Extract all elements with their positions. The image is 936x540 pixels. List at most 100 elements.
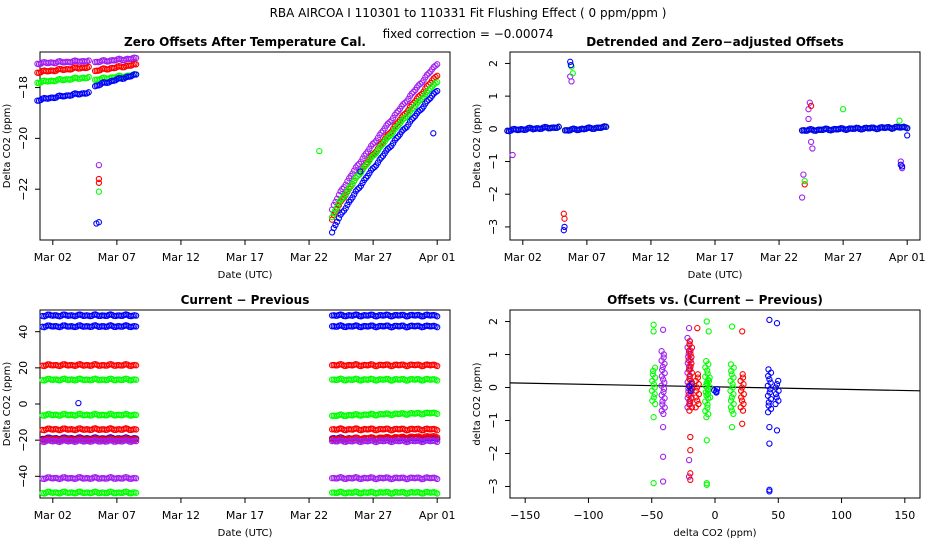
p4-red-point	[686, 338, 693, 345]
p2-purple-point	[568, 78, 575, 85]
p4-blue-point	[772, 400, 779, 408]
p4-red-point	[687, 350, 694, 358]
p4-purple-point	[659, 478, 667, 485]
p4-green-point	[652, 400, 659, 408]
p4-purple-point	[659, 366, 666, 374]
p1-purple-point	[132, 54, 140, 62]
p2-x-tick-label: Mar 17	[696, 251, 734, 264]
p1-green-point	[354, 172, 361, 180]
p3-green-point	[132, 489, 140, 496]
p1-blue-point	[378, 154, 385, 161]
p4-purple-point	[659, 423, 667, 431]
p1-green-point	[362, 161, 370, 169]
p1-green-point	[408, 106, 415, 113]
p1-purple-point	[95, 161, 103, 169]
p1-purple-point	[401, 99, 409, 106]
p4-x-tick-label: 150	[894, 509, 915, 522]
p4-title: Offsets vs. (Current − Previous)	[607, 293, 823, 307]
p1-purple-point	[386, 119, 393, 126]
figure-subtitle: fixed correction = −0.00074	[382, 27, 554, 41]
p4-blue-point	[766, 423, 773, 431]
p4-red-point	[694, 324, 701, 332]
p4-green-point	[703, 357, 710, 365]
p3-green-point	[132, 411, 140, 419]
p4-green-point	[704, 390, 712, 398]
p4-purple-point	[685, 456, 693, 464]
p4-green-point	[705, 377, 713, 385]
p1-blue-point	[430, 130, 437, 137]
p4-red-point	[694, 397, 701, 404]
p4-purple-point	[658, 391, 665, 399]
p2-purple-point	[809, 145, 816, 152]
p4-x-axis-label: delta CO2 (ppm)	[673, 528, 756, 539]
p2-purple-point	[807, 138, 815, 146]
p1-y-axis-label: Delta CO2 (ppm)	[2, 104, 13, 189]
p4-green-point	[650, 381, 658, 388]
p4-blue-point	[772, 384, 779, 391]
p2-green-point	[801, 177, 808, 185]
p1-purple-point	[417, 80, 424, 88]
p4-red-point	[739, 420, 746, 427]
p2-y-axis-label: Delta CO2 (ppm)	[472, 104, 483, 189]
p4-blue-point	[773, 320, 781, 327]
p1-blue-point	[367, 167, 375, 174]
p4-blue-point	[766, 316, 773, 324]
p1-x-tick-label: Mar 22	[290, 251, 328, 264]
p1-y-tick-label: −20	[17, 127, 30, 150]
p4-green-point	[651, 364, 659, 371]
p3-blue-point	[132, 312, 140, 319]
p1-x-tick-label: Apr 01	[419, 251, 456, 264]
p3-purple-point	[434, 475, 441, 483]
p4-purple-point	[659, 453, 667, 460]
p4-green-point	[704, 367, 711, 374]
p1-red-point	[95, 175, 103, 183]
p4-red-point	[695, 400, 702, 408]
p1-x-tick-label: Mar 02	[34, 251, 72, 264]
p1-blue-point	[132, 71, 140, 78]
p4-green-point	[706, 374, 713, 381]
p4-red-point	[693, 387, 700, 394]
p4-green-point	[729, 384, 736, 391]
p3-red-point	[434, 362, 441, 370]
p4-y-tick-label: −2	[487, 445, 500, 461]
p3-y-tick-label: −40	[17, 465, 30, 488]
p1-purple-point	[423, 71, 431, 79]
p4-green-point	[650, 394, 657, 401]
p3-y-tick-label: 40	[17, 325, 30, 339]
p2-y-tick-label: 0	[487, 125, 500, 132]
p4-purple-point	[685, 324, 693, 332]
p3-red-point	[434, 427, 441, 434]
p1-blue-point	[434, 87, 441, 95]
p1-red-point	[132, 61, 140, 68]
p3-y-tick-label: 20	[17, 361, 30, 375]
p2-x-tick-label: Mar 02	[504, 251, 542, 264]
p1-title: Zero Offsets After Temperature Cal.	[124, 35, 366, 49]
p1-green-point	[378, 142, 385, 149]
p2-green-point	[896, 117, 903, 124]
p4-purple-point	[659, 363, 666, 371]
p1-x-tick-label: Mar 27	[354, 251, 392, 264]
p3-plot-frame	[39, 309, 451, 499]
p2-blue-point	[561, 223, 568, 231]
p2-red-point	[560, 210, 567, 217]
p4-blue-point	[711, 387, 718, 394]
p3-blue-point	[434, 324, 441, 331]
p1-red-point	[85, 63, 92, 71]
p3-green-point	[132, 376, 140, 383]
p2-y-tick-label: 2	[487, 60, 500, 67]
p2-x-tick-label: Apr 01	[889, 251, 926, 264]
p4-blue-point	[765, 402, 772, 409]
p3-blue-point	[75, 399, 82, 407]
p4-blue-point	[766, 376, 773, 383]
p3-purple-point	[132, 438, 140, 445]
p2-x-axis-label: Date (UTC)	[688, 270, 743, 281]
p4-blue-point	[767, 379, 774, 386]
p1-y-tick-label: −22	[17, 178, 30, 201]
p3-red-point	[132, 362, 140, 369]
p2-y-tick-label: 1	[487, 93, 500, 100]
p4-x-tick-label: −50	[640, 509, 663, 522]
p4-purple-point	[660, 354, 667, 361]
p1-green-point	[356, 171, 363, 178]
p2-x-tick-label: Mar 07	[568, 251, 606, 264]
p1-red-point	[393, 120, 400, 127]
